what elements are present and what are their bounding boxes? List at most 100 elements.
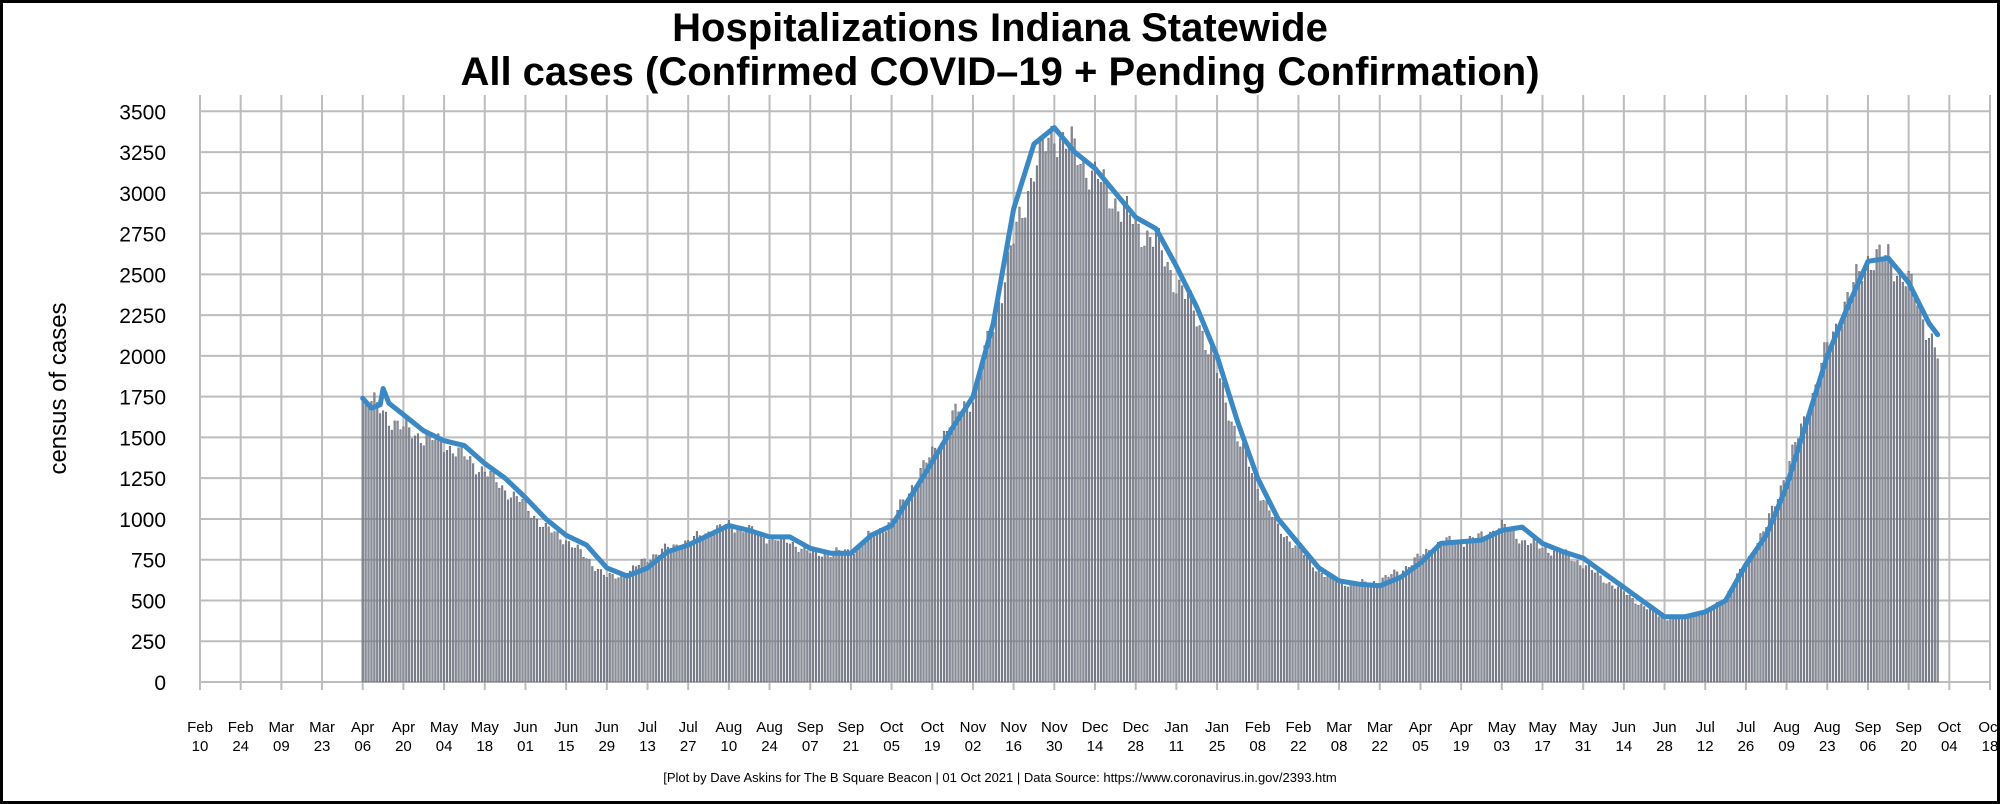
- daily-bar: [1387, 576, 1390, 683]
- x-tick-month: Oct: [1978, 719, 2000, 736]
- daily-bar: [1587, 564, 1590, 683]
- daily-bar: [579, 549, 582, 683]
- daily-bar: [1762, 531, 1765, 683]
- daily-bar: [472, 463, 475, 683]
- daily-bar: [1279, 533, 1282, 683]
- daily-bar: [742, 532, 745, 683]
- daily-bar: [1160, 250, 1163, 683]
- daily-bar: [1875, 249, 1878, 683]
- daily-bar: [1018, 206, 1021, 683]
- daily-bar: [931, 446, 934, 683]
- daily-bar: [771, 536, 774, 683]
- daily-bar: [1817, 381, 1820, 683]
- x-tick-month: May: [1488, 719, 1517, 736]
- daily-bar: [655, 554, 658, 683]
- daily-bar: [1006, 252, 1009, 683]
- daily-bar: [1515, 538, 1518, 683]
- daily-bar: [1343, 586, 1346, 683]
- daily-bar: [1637, 604, 1640, 683]
- daily-bar: [1869, 270, 1872, 683]
- x-tick-day: 09: [273, 738, 290, 755]
- daily-bar: [969, 411, 972, 683]
- daily-bar: [1436, 542, 1439, 683]
- daily-bar: [1349, 582, 1352, 683]
- daily-bar: [1009, 245, 1012, 683]
- x-tick-day: 17: [1534, 738, 1551, 755]
- daily-bar: [1163, 266, 1166, 683]
- daily-bar: [402, 426, 405, 683]
- x-tick-day: 10: [721, 738, 738, 755]
- daily-bar: [1744, 564, 1747, 683]
- daily-bar: [823, 552, 826, 683]
- daily-bar: [1123, 204, 1126, 683]
- daily-bar: [1649, 608, 1652, 683]
- daily-bar: [1599, 575, 1602, 683]
- daily-bar: [1922, 319, 1925, 683]
- daily-bar: [1497, 528, 1500, 683]
- y-tick-label: 2000: [119, 346, 166, 369]
- daily-bar: [521, 499, 524, 683]
- daily-bar: [367, 407, 370, 683]
- daily-bar: [1547, 552, 1550, 683]
- daily-bar: [1396, 571, 1399, 683]
- daily-bar: [1492, 530, 1495, 683]
- daily-bar: [1765, 527, 1768, 683]
- daily-bar: [913, 486, 916, 683]
- x-tick-day: 06: [1860, 738, 1877, 755]
- daily-bar: [820, 556, 823, 683]
- daily-bar: [1012, 243, 1015, 683]
- daily-bar: [1186, 293, 1189, 683]
- daily-bar: [1242, 442, 1245, 683]
- daily-bar: [1367, 584, 1370, 683]
- daily-bar: [809, 553, 812, 683]
- daily-bar: [1730, 588, 1733, 683]
- daily-bar: [1439, 542, 1442, 683]
- daily-bar: [1657, 616, 1660, 683]
- daily-bar: [460, 446, 463, 683]
- daily-bar: [1538, 548, 1541, 683]
- daily-bar: [588, 559, 591, 683]
- daily-bar: [1826, 342, 1829, 683]
- daily-bar: [1041, 138, 1044, 683]
- x-tick-month: Feb: [1285, 719, 1311, 736]
- x-tick-month: May: [430, 719, 459, 736]
- daily-bar: [1169, 270, 1172, 683]
- daily-bar: [446, 450, 449, 683]
- daily-bar: [1881, 258, 1884, 683]
- y-tick-label: 2250: [119, 305, 166, 328]
- x-tick-month: Jul: [1736, 719, 1755, 736]
- daily-bar: [1149, 237, 1152, 683]
- daily-bar: [1445, 537, 1448, 683]
- daily-bar: [989, 336, 992, 683]
- x-tick-month: Jul: [638, 719, 657, 736]
- x-tick-day: 20: [1900, 738, 1917, 755]
- y-tick-label: 1750: [119, 387, 166, 410]
- daily-bar: [1213, 354, 1216, 683]
- daily-bar: [399, 429, 402, 683]
- daily-bar: [1741, 569, 1744, 683]
- daily-bar: [1602, 582, 1605, 683]
- daily-bar: [1457, 540, 1460, 683]
- daily-bar: [1646, 609, 1649, 683]
- daily-bar: [1901, 281, 1904, 683]
- daily-bar: [538, 527, 541, 683]
- daily-bar: [1361, 579, 1364, 683]
- daily-bar: [585, 558, 588, 683]
- x-tick-day: 18: [1982, 738, 1999, 755]
- daily-bar: [1399, 574, 1402, 683]
- daily-bar: [643, 558, 646, 683]
- daily-bar: [1035, 165, 1038, 683]
- daily-bar: [1256, 489, 1259, 683]
- daily-bar: [437, 433, 440, 683]
- daily-bar: [1207, 354, 1210, 683]
- daily-bar: [1245, 450, 1248, 683]
- daily-bar: [370, 401, 373, 683]
- daily-bar: [939, 443, 942, 683]
- x-tick-day: 23: [314, 738, 331, 755]
- daily-bar: [1573, 561, 1576, 683]
- daily-bar: [1248, 466, 1251, 683]
- moving-average-line: [360, 125, 1941, 620]
- daily-bar: [1433, 548, 1436, 683]
- daily-bar: [422, 445, 425, 683]
- daily-bar: [1393, 569, 1396, 683]
